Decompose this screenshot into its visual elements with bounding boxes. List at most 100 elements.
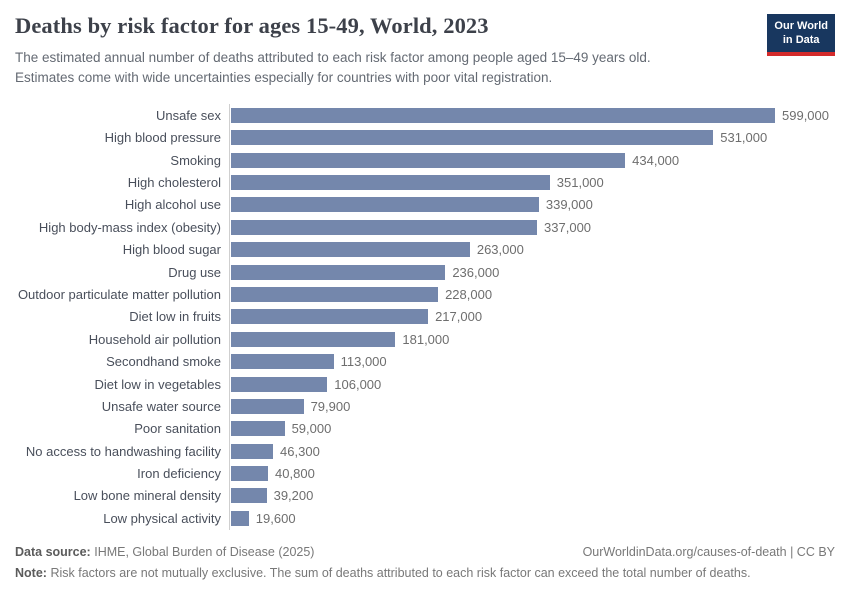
category-label: No access to handwashing facility <box>25 443 221 459</box>
note: Note: Risk factors are not mutually excl… <box>15 566 835 580</box>
bar-track: 236,000 <box>229 260 835 284</box>
chart-row: Unsafe sex 599,000 <box>15 104 835 127</box>
value-label: 19,600 <box>255 510 296 526</box>
bar[interactable] <box>231 331 396 347</box>
bar-track: 106,000 <box>229 372 835 396</box>
bar[interactable] <box>231 264 446 280</box>
bar-track: 263,000 <box>229 238 835 261</box>
category-label: High blood pressure <box>104 130 221 146</box>
category-label: Diet low in vegetables <box>94 376 221 392</box>
chart-row: Outdoor particulate matter pollution 228,… <box>15 283 835 306</box>
bar-track: 228,000 <box>229 283 835 306</box>
value-label: 339,000 <box>545 197 593 213</box>
value-label: 599,000 <box>782 107 829 123</box>
bar-track: 181,000 <box>229 328 835 351</box>
bar[interactable] <box>231 443 274 459</box>
bar[interactable] <box>231 197 539 213</box>
category-label: Low physical activity <box>103 510 221 526</box>
bar[interactable] <box>231 242 470 258</box>
chart-row: Drug use 236,000 <box>15 260 835 284</box>
chart-row: No access to handwashing facility 46,300 <box>15 439 835 463</box>
bar-track: 19,600 <box>229 507 835 530</box>
value-label: 434,000 <box>632 152 680 168</box>
value-label: 40,800 <box>275 466 315 482</box>
bar-track: 434,000 <box>229 148 835 172</box>
bar[interactable] <box>231 488 267 504</box>
bar[interactable] <box>231 466 269 482</box>
category-label: Diet low in fruits <box>129 309 221 325</box>
bar[interactable] <box>231 286 439 302</box>
note-label: Note: <box>15 565 47 580</box>
chart-row: Diet low in fruits 217,000 <box>15 305 835 329</box>
value-label: 263,000 <box>476 242 524 258</box>
category-label: Iron deficiency <box>137 466 221 482</box>
category-label: High blood sugar <box>122 242 221 258</box>
value-label: 236,000 <box>452 264 500 280</box>
chart-row: Low bone mineral density 39,200 <box>15 484 835 508</box>
category-label: Unsafe water source <box>101 398 221 414</box>
bar-track: 79,900 <box>229 395 835 418</box>
bar[interactable] <box>231 309 429 325</box>
canonical-url-link[interactable]: OurWorldinData.org/causes-of-death | CC … <box>582 544 835 559</box>
bar[interactable] <box>231 376 328 392</box>
chart-footer: Data source: IHME, Global Burden of Dise… <box>15 545 835 580</box>
bar[interactable] <box>231 354 334 370</box>
bar[interactable] <box>231 510 249 526</box>
value-label: 59,000 <box>291 421 332 437</box>
category-label: Drug use <box>168 264 221 280</box>
value-label: 351,000 <box>556 174 604 190</box>
owid-logo-line2: in Data <box>782 33 820 46</box>
bar[interactable] <box>231 398 304 414</box>
bar[interactable] <box>231 152 626 168</box>
owid-logo[interactable]: Our World in Data <box>767 14 835 56</box>
chart-rows: Unsafe sex 599,000 High blood pressure 531,… <box>15 104 835 530</box>
category-label: Smoking <box>170 152 221 168</box>
chart-row: Household air pollution 181,000 <box>15 328 835 351</box>
bar-track: 59,000 <box>229 417 835 440</box>
bar-track: 46,300 <box>229 439 835 463</box>
data-source-label: Data source: <box>15 544 91 559</box>
bar-track: 339,000 <box>229 193 835 217</box>
chart-row: Poor sanitation 59,000 <box>15 417 835 440</box>
bar-track: 599,000 <box>229 104 835 127</box>
bar[interactable] <box>231 107 775 123</box>
chart-subtitle: The estimated annual number of deaths at… <box>15 50 651 85</box>
bar[interactable] <box>231 130 714 146</box>
bar-track: 351,000 <box>229 171 835 194</box>
bar[interactable] <box>231 421 285 437</box>
bar-track: 113,000 <box>229 350 835 373</box>
category-label: Unsafe sex <box>155 107 221 123</box>
data-source-text: IHME, Global Burden of Disease (2025) <box>94 544 315 559</box>
chart-row: Secondhand smoke 113,000 <box>15 350 835 373</box>
value-label: 228,000 <box>445 286 493 302</box>
value-label: 531,000 <box>720 130 768 146</box>
bar-track: 531,000 <box>229 126 835 149</box>
value-label: 79,900 <box>310 398 351 414</box>
category-label: High body-mass index (obesity) <box>38 219 221 235</box>
chart-title: Deaths by risk factor for ages 15-49, Wo… <box>15 13 489 38</box>
bar-track: 217,000 <box>229 305 835 329</box>
category-label: Poor sanitation <box>134 421 221 437</box>
bar-track: 337,000 <box>229 216 835 239</box>
chart-row: Unsafe water source 79,900 <box>15 395 835 418</box>
bar-track: 40,800 <box>229 462 835 485</box>
value-label: 113,000 <box>340 354 387 370</box>
category-label: Secondhand smoke <box>106 354 221 370</box>
bar-track: 39,200 <box>229 484 835 508</box>
bar[interactable] <box>231 219 538 235</box>
value-label: 217,000 <box>435 309 483 325</box>
chart-row: High blood sugar 263,000 <box>15 238 835 261</box>
category-label: Household air pollution <box>88 331 221 347</box>
chart-row: Diet low in vegetables 106,000 <box>15 372 835 396</box>
category-label: High cholesterol <box>127 174 221 190</box>
bar-chart: Unsafe sex 599,000 High blood pressure 531,… <box>15 104 835 530</box>
owid-logo-line1: Our World <box>774 20 828 32</box>
value-label: 181,000 <box>402 331 450 347</box>
bar[interactable] <box>231 174 550 190</box>
category-label: Outdoor particulate matter pollution <box>17 286 221 302</box>
value-label: 46,300 <box>280 443 320 459</box>
chart-row: High blood pressure 531,000 <box>15 126 835 149</box>
chart-row: High cholesterol 351,000 <box>15 171 835 194</box>
data-source: Data source: IHME, Global Burden of Dise… <box>15 545 314 559</box>
